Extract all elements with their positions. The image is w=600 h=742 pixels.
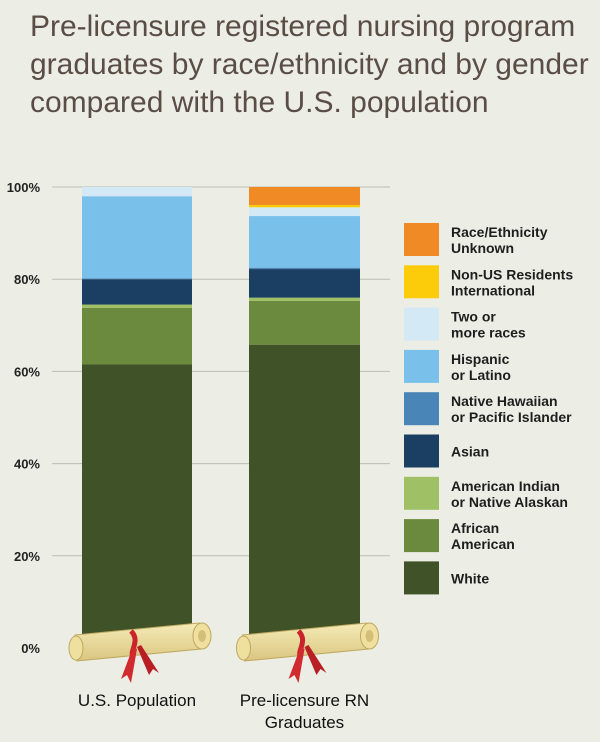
- bar-segment: [249, 269, 360, 298]
- legend-label: more races: [451, 325, 526, 341]
- bar-segment: [82, 196, 192, 279]
- bar-segment: [249, 297, 360, 301]
- legend-swatch: [404, 223, 439, 256]
- x-category-label: Graduates: [265, 713, 344, 732]
- legend-item: White: [404, 561, 489, 595]
- x-category-label: U.S. Population: [78, 691, 196, 710]
- bar-segment: [249, 207, 360, 217]
- y-tick-label: 100%: [7, 180, 41, 195]
- legend-label: Unknown: [451, 240, 514, 256]
- legend-label: Two or: [451, 309, 496, 325]
- legend-swatch: [404, 307, 439, 341]
- bar-segment: [82, 187, 192, 197]
- bar-segment: [82, 278, 192, 280]
- y-tick-label: 40%: [14, 457, 40, 472]
- bar-segment: [249, 216, 360, 268]
- bar-segment: [249, 300, 360, 345]
- bar-segment: [249, 204, 360, 208]
- legend-item: Asian: [404, 434, 489, 468]
- x-axis-labels: U.S. Population Pre-licensure RN Graduates: [78, 691, 369, 732]
- y-axis: 0% 20% 40% 60% 80% 100%: [7, 180, 41, 656]
- y-tick-label: 60%: [14, 364, 40, 379]
- bar-segment: [82, 307, 192, 365]
- legend-label: International: [451, 282, 535, 298]
- diplomas: [68, 622, 379, 683]
- legend-label: or Pacific Islander: [451, 409, 572, 425]
- legend-swatch: [404, 476, 439, 510]
- x-category-label: Pre-licensure RN: [240, 691, 369, 710]
- legend-label: or Latino: [451, 367, 511, 383]
- legend-label: Hispanic: [451, 351, 510, 367]
- legend-swatch: [404, 349, 439, 383]
- bar-segment: [249, 344, 360, 648]
- legend-swatch: [404, 392, 439, 426]
- legend-label: African: [451, 520, 499, 536]
- bar-segment: [249, 267, 360, 270]
- legend-label: Non-US Residents: [451, 266, 573, 282]
- legend-label: White: [451, 570, 489, 586]
- y-tick-label: 20%: [14, 549, 40, 564]
- bar-segment: [82, 364, 192, 648]
- legend-label: Native Hawaiian: [451, 393, 558, 409]
- legend-label: American Indian: [451, 478, 560, 494]
- legend-label: or Native Alaskan: [451, 494, 568, 510]
- chart-title: Pre-licensure registered nursing program…: [30, 10, 589, 119]
- bar-segment: [82, 304, 192, 308]
- legend-swatch: [404, 519, 439, 553]
- diploma-scroll-icon: [236, 622, 379, 683]
- diploma-scroll-icon: [68, 622, 212, 683]
- legend-label: American: [451, 536, 515, 552]
- legend-label: Asian: [451, 444, 489, 460]
- bars: [82, 187, 360, 648]
- bar-segment: [249, 187, 360, 205]
- y-tick-label: 80%: [14, 272, 40, 287]
- legend-swatch: [404, 561, 439, 595]
- legend-swatch: [404, 265, 439, 299]
- legend-swatch: [404, 434, 439, 468]
- legend-label: Race/Ethnicity: [451, 224, 548, 240]
- y-tick-label: 0%: [21, 641, 40, 656]
- bar-segment: [82, 279, 192, 305]
